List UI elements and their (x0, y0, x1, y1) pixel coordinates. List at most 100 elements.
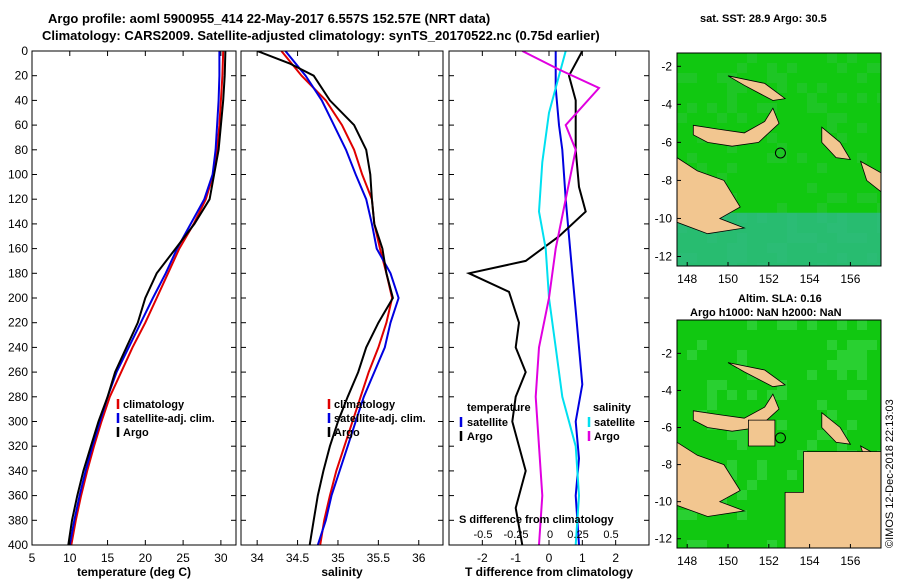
temp-frame (31, 50, 237, 546)
ytick-label: 80 (15, 143, 29, 157)
sst-cell (817, 163, 827, 173)
sla-cell (727, 430, 737, 440)
ytick-label: 160 (8, 242, 28, 256)
temp-panel: 5 10 15 20 25 30 temperature (deg C) 0 20 40 60 80 1… (8, 44, 237, 579)
sst-cell (767, 133, 777, 143)
sla-cell (727, 470, 737, 480)
sst-cell (727, 143, 737, 153)
sla-xtick-label: 152 (759, 554, 779, 568)
sla-xtick-label: 150 (718, 554, 738, 568)
diff-top-tick-label: 0 (547, 529, 553, 541)
sla-cell (847, 420, 857, 430)
sla-cell (807, 440, 817, 450)
sla-cell (807, 370, 817, 380)
sla-cell (837, 360, 847, 370)
sla-ytick-label: -2 (661, 346, 672, 360)
diff-xtick-label: 2 (612, 551, 619, 565)
sst-cell (747, 53, 757, 63)
temp-xtick-label: 15 (101, 551, 115, 565)
temp-xtick-label: 25 (176, 551, 190, 565)
sst-land-png (677, 157, 746, 235)
diff-top-tick-label: -0.5 (474, 529, 493, 541)
sla-cell (817, 400, 827, 410)
ytick-label: 40 (15, 93, 29, 107)
sla-cell (837, 350, 847, 360)
temp-series-argo (67, 51, 227, 545)
diff-legend-t-title: temperature (467, 402, 531, 414)
sla-cell (827, 410, 837, 420)
header-line1: Argo profile: aoml 5900955_414 22-May-20… (48, 11, 490, 26)
sst-cell (867, 63, 877, 73)
ytick-label: 340 (8, 464, 28, 478)
sst-cell (797, 153, 807, 163)
sst-cell (847, 53, 857, 63)
sla-xtick-label: 156 (840, 554, 860, 568)
sla-land-png (677, 441, 746, 517)
sst-cell (797, 83, 807, 93)
sla-land-bougainville (821, 411, 852, 445)
sst-argo-marker (774, 147, 786, 159)
diff-xtick-label: 1 (579, 551, 586, 565)
sst-cell (767, 63, 777, 73)
temp-xtick-label: 20 (139, 551, 153, 565)
sst-xtick-label: 148 (677, 272, 697, 286)
sst-cell (877, 63, 881, 73)
temp-legend-label: satellite-adj. clim. (123, 413, 215, 425)
sst-title: sat. SST: 28.9 Argo: 30.5 (700, 13, 827, 25)
sla-cell (687, 510, 697, 520)
sst-land-bougainville (821, 126, 852, 161)
sst-cell (757, 103, 767, 113)
sst-cell (827, 53, 837, 63)
sst-cell (857, 73, 867, 83)
temp-xtick-label: 30 (214, 551, 228, 565)
sst-cell (697, 163, 707, 173)
sst-cell (727, 93, 737, 103)
sal-xtick-label: 34 (250, 551, 264, 565)
sst-land-new-ireland (727, 75, 787, 101)
sla-cell (727, 390, 737, 400)
sla-ytick-label: -8 (661, 458, 672, 472)
sal-series-climatology (280, 51, 394, 545)
sst-cell (827, 193, 837, 203)
temp-xtick-label: 5 (29, 551, 36, 565)
temp-series-climatology (70, 51, 225, 545)
sst-cell (807, 183, 817, 193)
diff-series-s-argo (521, 51, 601, 545)
sst-xtick-label: 156 (840, 272, 860, 286)
sla-frame (676, 319, 882, 549)
sla-ytick-label: -6 (661, 421, 672, 435)
sst-cell (707, 103, 717, 113)
sst-cell (777, 83, 787, 93)
diff-legend-s-label: Argo (594, 431, 620, 443)
sla-ytick-label: -10 (655, 495, 673, 509)
sla-field (677, 320, 881, 548)
sst-cell (777, 73, 787, 83)
sla-cell (677, 510, 687, 520)
temp-xlabel: temperature (deg C) (77, 565, 191, 579)
sst-cell (737, 63, 747, 73)
sla-cell (737, 350, 747, 360)
sst-cell (737, 83, 747, 93)
sla-cell (737, 360, 747, 370)
sst-cell (857, 153, 867, 163)
sla-cell (707, 380, 717, 390)
sla-cell (847, 340, 857, 350)
sst-ytick-label: -4 (661, 97, 672, 111)
sla-cell (867, 340, 877, 350)
sst-cell (717, 113, 727, 123)
sla-mask-a (748, 419, 776, 447)
sst-cell (717, 73, 727, 83)
sst-cell (877, 93, 881, 103)
ytick-label: 60 (15, 118, 29, 132)
sla-cell (747, 320, 757, 330)
sla-xtick-label: 148 (677, 554, 697, 568)
sal-xtick-label: 34.5 (286, 551, 310, 565)
ytick-label: 320 (8, 439, 28, 453)
sst-xtick-label: 152 (759, 272, 779, 286)
sla-cell (857, 360, 867, 370)
ytick-label: 380 (8, 513, 28, 527)
sla-xtick-label: 154 (800, 554, 820, 568)
sal-xlabel: salinity (321, 565, 363, 579)
sla-cell (707, 390, 717, 400)
sla-cell (757, 470, 767, 480)
